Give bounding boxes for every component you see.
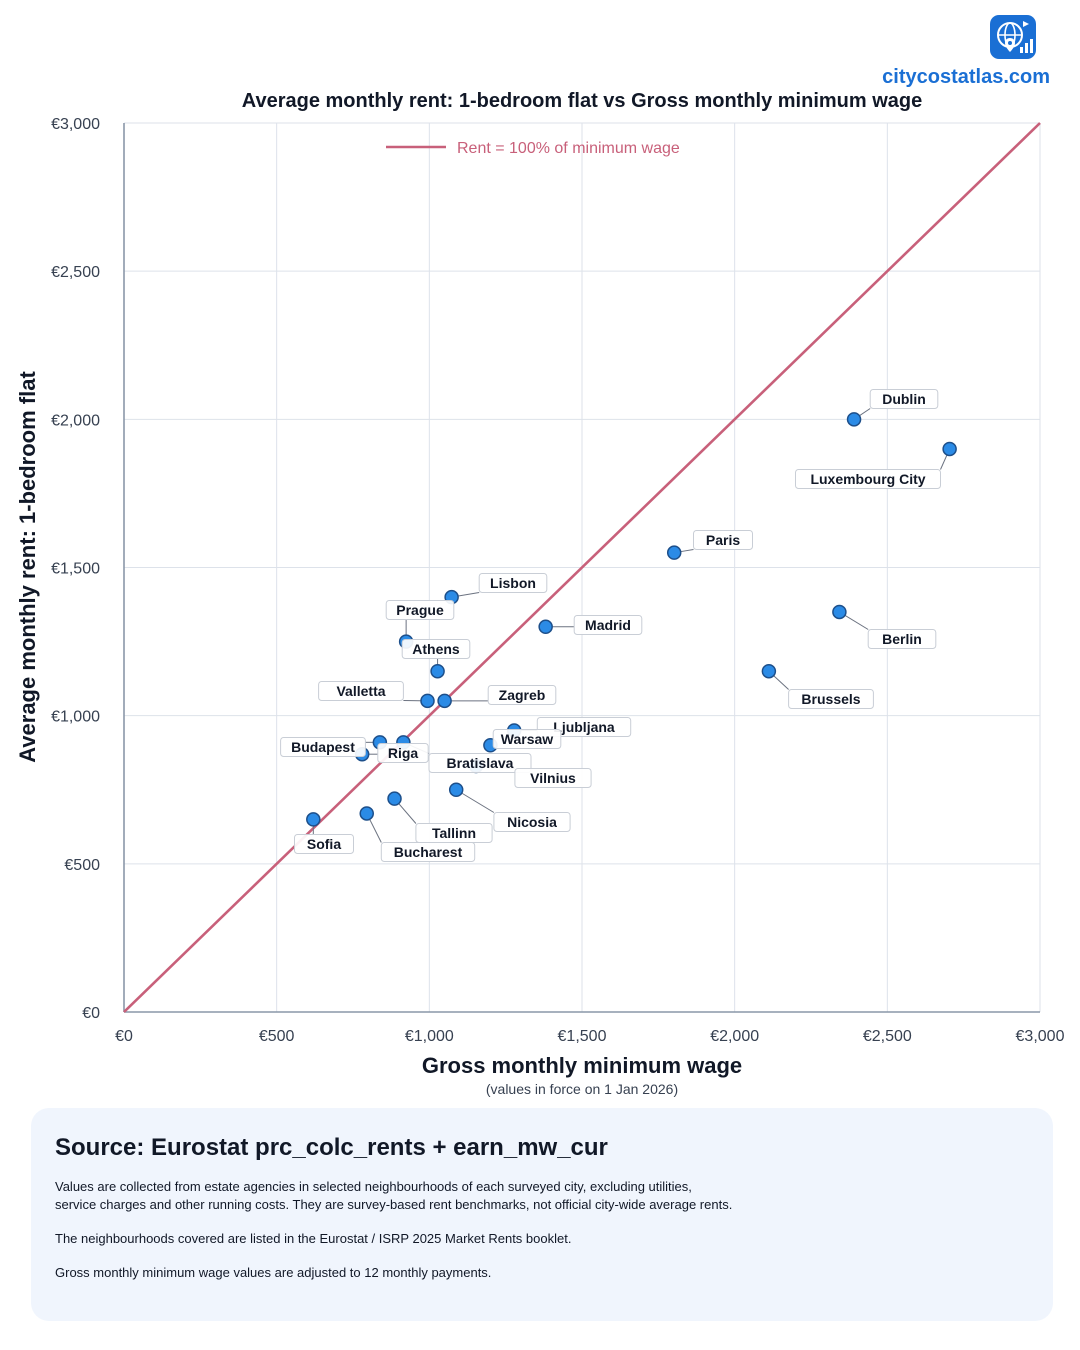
data-point <box>306 812 321 827</box>
x-tick-label: €1,000 <box>405 1028 454 1045</box>
data-point <box>846 412 862 427</box>
point-label-box <box>788 689 874 709</box>
x-tick-label: €1,500 <box>558 1028 607 1045</box>
y-axis-label: Average monthly rent: 1-bedroom flat <box>15 371 40 763</box>
y-tick-label: €500 <box>64 857 100 874</box>
point-label-box <box>573 615 643 635</box>
y-tick-label: €0 <box>82 1005 100 1022</box>
leader-line <box>455 789 495 813</box>
point-label-box <box>401 639 471 659</box>
point-label: Berlin <box>882 631 922 647</box>
brand-url[interactable]: citycostatlas.com <box>882 66 1050 88</box>
point-label: Warsaw <box>501 731 554 747</box>
data-point <box>538 619 553 635</box>
point-label: Paris <box>706 532 740 548</box>
y-tick-label: €3,000 <box>51 116 100 133</box>
x-tick-label: €3,000 <box>1016 1028 1065 1045</box>
x-tick-label: €500 <box>259 1028 295 1045</box>
point-label: Dublin <box>882 391 926 407</box>
data-point <box>942 441 957 457</box>
point-label-box <box>514 768 592 788</box>
reference-line <box>123 122 1041 1013</box>
point-label-box <box>318 681 404 701</box>
point-label: Brussels <box>801 691 860 707</box>
source-paragraph-3: Gross monthly minimum wage values are ad… <box>55 1265 492 1280</box>
source-paragraph-1: Values are collected from estate agencie… <box>55 1179 733 1212</box>
point-label: Riga <box>388 745 419 761</box>
data-point <box>387 791 402 806</box>
point-label-box <box>294 834 354 854</box>
point-label-box <box>385 600 455 620</box>
y-tick-label: €2,000 <box>51 412 100 429</box>
point-label-box <box>795 469 941 489</box>
point-label-box <box>693 530 753 550</box>
data-point <box>420 693 435 709</box>
point-label: Sofia <box>307 836 341 852</box>
data-point <box>832 604 847 620</box>
point-label-box <box>478 573 548 593</box>
point-label: Bucharest <box>394 844 463 860</box>
point-label-box <box>493 812 571 832</box>
x-tick-label: €2,500 <box>863 1028 912 1045</box>
brand-logo-icon <box>990 15 1036 59</box>
scatter-chart: Average monthly rent: 1-bedroom flat vs … <box>15 90 1065 1097</box>
point-label: Luxembourg City <box>810 471 925 487</box>
source-title: Source: Eurostat prc_colc_rents + earn_m… <box>55 1134 608 1161</box>
point-label-box <box>280 737 366 757</box>
data-point <box>359 806 374 821</box>
point-label-box <box>380 842 476 862</box>
data-point <box>666 545 682 560</box>
source-panel: Source: Eurostat prc_colc_rents + earn_m… <box>31 1108 1053 1321</box>
point-label: Vilnius <box>530 770 576 786</box>
point-label: Athens <box>412 641 460 657</box>
point-label-box <box>869 389 939 409</box>
point-label: Bratislava <box>447 755 514 771</box>
x-tick-label: €0 <box>115 1028 133 1045</box>
data-point <box>761 663 777 679</box>
point-label: Zagreb <box>499 687 546 703</box>
point-label: Lisbon <box>490 575 536 591</box>
point-label: Valletta <box>336 683 385 699</box>
x-axis-label: Gross monthly minimum wage <box>422 1053 742 1078</box>
point-label: Prague <box>396 602 444 618</box>
point-label-box <box>487 685 557 705</box>
data-point <box>448 782 464 797</box>
legend-label: Rent = 100% of minimum wage <box>457 140 680 157</box>
data-point <box>437 693 452 709</box>
data-point <box>430 663 445 679</box>
y-tick-label: €1,500 <box>51 561 100 578</box>
point-label: Nicosia <box>507 814 557 830</box>
point-label-box <box>428 753 532 773</box>
point-label: Budapest <box>291 739 355 755</box>
x-axis-note: (values in force on 1 Jan 2026) <box>486 1081 678 1097</box>
point-label: Madrid <box>585 617 631 633</box>
x-tick-label: €2,000 <box>710 1028 759 1045</box>
point-label: Tallinn <box>432 825 476 841</box>
y-tick-label: €2,500 <box>51 264 100 281</box>
point-label-box <box>492 729 562 749</box>
point-label: Ljubljana <box>553 719 615 735</box>
point-label-box <box>867 629 937 649</box>
source-paragraph-2: The neighbourhoods covered are listed in… <box>55 1231 572 1246</box>
y-tick-label: €1,000 <box>51 709 100 726</box>
chart-title: Average monthly rent: 1-bedroom flat vs … <box>242 90 923 112</box>
point-label-box <box>377 743 429 763</box>
